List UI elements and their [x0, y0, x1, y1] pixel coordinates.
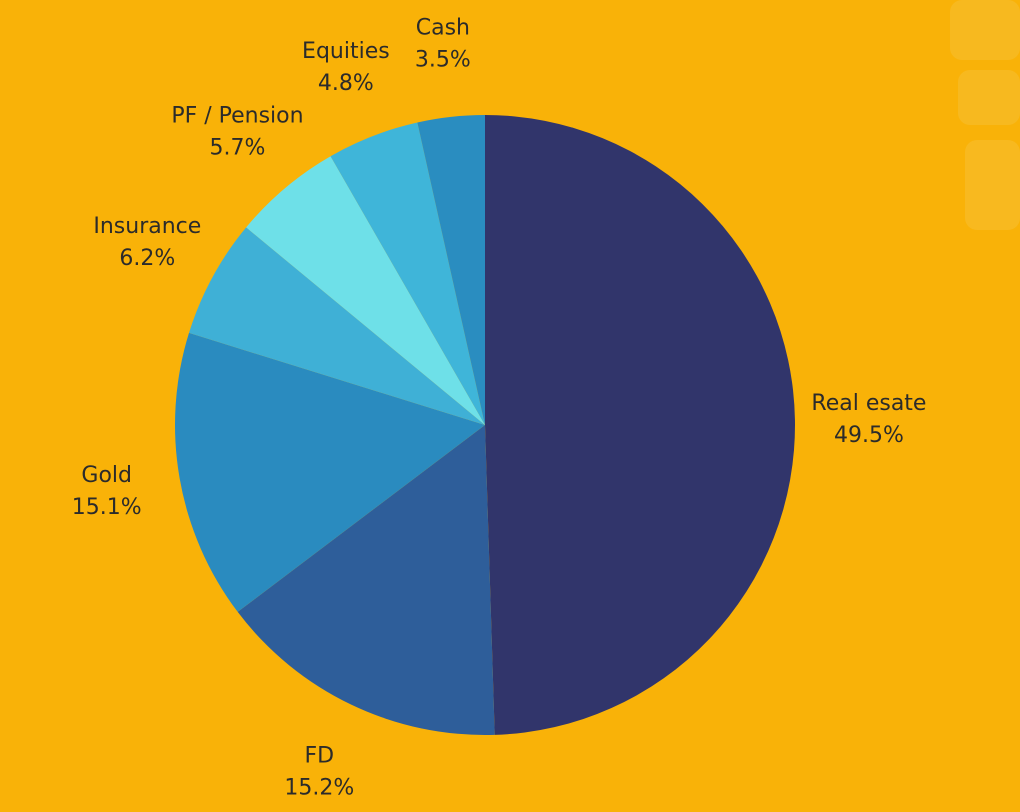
value-label: 15.1%	[72, 495, 142, 520]
value-label: 4.8%	[318, 71, 374, 96]
value-label: 49.5%	[834, 423, 904, 448]
slice-label: Equities	[302, 39, 390, 64]
value-label: 3.5%	[415, 47, 471, 72]
pie-slice	[485, 115, 796, 735]
pie-slice	[175, 332, 485, 612]
pie-slice	[246, 156, 485, 426]
pie-slice	[188, 227, 485, 425]
pie-slice	[417, 115, 485, 425]
coin	[965, 140, 1020, 230]
slice-label: FD	[305, 743, 335, 768]
coin	[950, 0, 1020, 60]
pie-slice	[237, 425, 495, 735]
value-label: 6.2%	[119, 246, 175, 271]
coin	[958, 70, 1020, 125]
slice-label: PF / Pension	[171, 103, 303, 128]
slice-label: Real esate	[811, 391, 926, 416]
slice-label: Insurance	[93, 214, 201, 239]
value-label: 5.7%	[209, 135, 265, 160]
coin-decoration	[950, 0, 1020, 230]
pie-slice	[330, 122, 485, 425]
slice-label: Gold	[81, 463, 132, 488]
slice-label: Cash	[416, 15, 470, 40]
value-label: 15.2%	[284, 775, 354, 800]
